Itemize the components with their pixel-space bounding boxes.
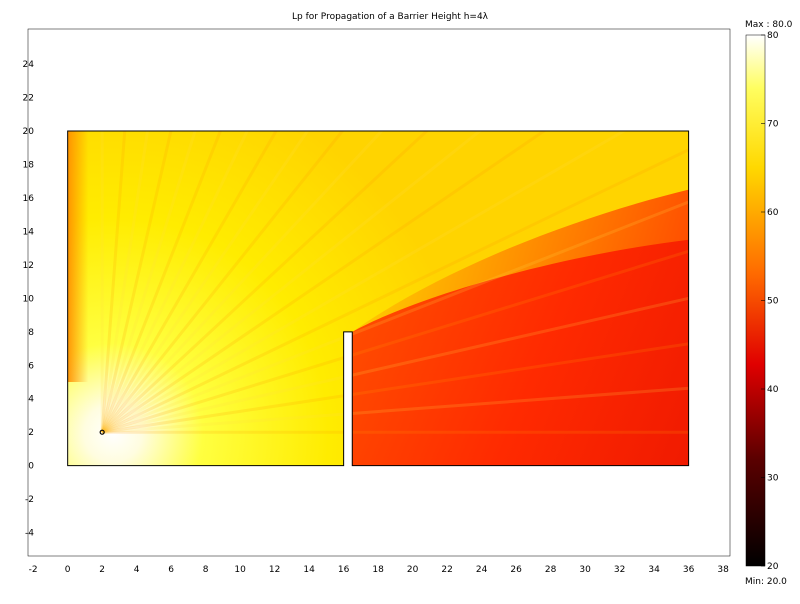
interference-ray <box>100 131 238 433</box>
interference-ray <box>101 131 689 434</box>
x-tick-label: 2 <box>99 565 105 575</box>
x-tick-label: 22 <box>441 565 452 575</box>
x-tick-label: 4 <box>134 565 140 575</box>
colorbar-tick-label: 20 <box>767 562 779 572</box>
y-tick-label: 0 <box>28 462 34 472</box>
y-tick-label: 16 <box>23 194 35 204</box>
interference-ray <box>100 131 433 433</box>
interference-ray <box>101 165 689 434</box>
y-tick-label: 8 <box>28 328 34 338</box>
source-point-marker <box>99 429 105 435</box>
x-tick-label: 38 <box>717 565 729 575</box>
interference-ray <box>100 131 554 433</box>
y-tick-label: 6 <box>28 361 34 371</box>
colorbar-tick-label: 50 <box>767 297 779 307</box>
interference-ray <box>101 131 689 434</box>
colorbar-tick-label: 40 <box>767 385 779 395</box>
y-tick-label: 10 <box>23 294 35 304</box>
interference-ray <box>101 131 689 434</box>
chart-title: Lp for Propagation of a Barrier Height h… <box>292 12 489 22</box>
x-tick-label: 10 <box>234 565 246 575</box>
colorbar-ticks: 20 30 40 50 60 70 80 <box>761 31 779 572</box>
x-tick-label: 0 <box>65 565 71 575</box>
x-tick-label: 8 <box>203 565 209 575</box>
shadow-region-field <box>352 239 689 466</box>
y-tick-label: -2 <box>25 495 34 505</box>
interference-ray <box>101 131 689 434</box>
interference-ray <box>100 131 495 433</box>
y-tick-label: -4 <box>25 529 34 539</box>
colorbar-tick-label: 70 <box>767 120 779 130</box>
domain-outline <box>67 130 690 467</box>
colorbar-max-label: Max : 80.0 <box>745 20 793 30</box>
x-tick-label: 18 <box>372 565 384 575</box>
x-tick-label: 28 <box>545 565 557 575</box>
x-tick-label: -2 <box>29 565 38 575</box>
y-tick-label: 22 <box>23 94 34 104</box>
x-tick-label: 12 <box>269 565 280 575</box>
interference-ray <box>101 230 689 434</box>
interference-rays <box>100 131 689 434</box>
x-tick-label: 16 <box>338 565 350 575</box>
interference-ray <box>102 363 689 434</box>
interference-ray <box>100 131 665 434</box>
y-tick-label: 12 <box>23 261 34 271</box>
x-tick-label: 20 <box>407 565 419 575</box>
y-tick-label: 4 <box>28 395 34 405</box>
x-tick-label: 36 <box>683 565 695 575</box>
x-tick-label: 24 <box>476 565 488 575</box>
y-tick-label: 14 <box>23 227 35 237</box>
x-tick-label: 34 <box>648 565 660 575</box>
interference-ray <box>100 131 611 434</box>
interference-ray <box>101 131 689 434</box>
interference-ray <box>100 131 304 433</box>
y-tick-label: 18 <box>23 161 35 171</box>
y-tick-label: 20 <box>23 127 35 137</box>
x-tick-label: 32 <box>614 565 625 575</box>
left-edge-ripples <box>67 131 89 383</box>
interference-ray <box>101 131 689 434</box>
interference-ray <box>100 131 171 433</box>
y-tick-label: 24 <box>23 60 35 70</box>
x-tick-label: 14 <box>303 565 315 575</box>
interference-ray <box>101 131 689 434</box>
colorbar-min-label: Min: 20.0 <box>745 577 787 587</box>
x-tick-label: 6 <box>168 565 174 575</box>
colorbar-tick-label: 60 <box>767 208 779 218</box>
interference-ray <box>100 131 369 433</box>
x-tick-label: 26 <box>510 565 522 575</box>
y-tick-label: 2 <box>28 428 34 438</box>
x-tick-label: 30 <box>579 565 591 575</box>
interference-ray <box>101 296 689 434</box>
field-layer <box>67 131 689 466</box>
colorbar-tick-label: 80 <box>767 31 779 41</box>
colorbar-tick-label: 30 <box>767 474 779 484</box>
x-axis-ticks: -2 0 2 4 6 8 10 12 14 16 18 20 22 24 26 28 30 32 34 36 38 <box>29 565 729 575</box>
